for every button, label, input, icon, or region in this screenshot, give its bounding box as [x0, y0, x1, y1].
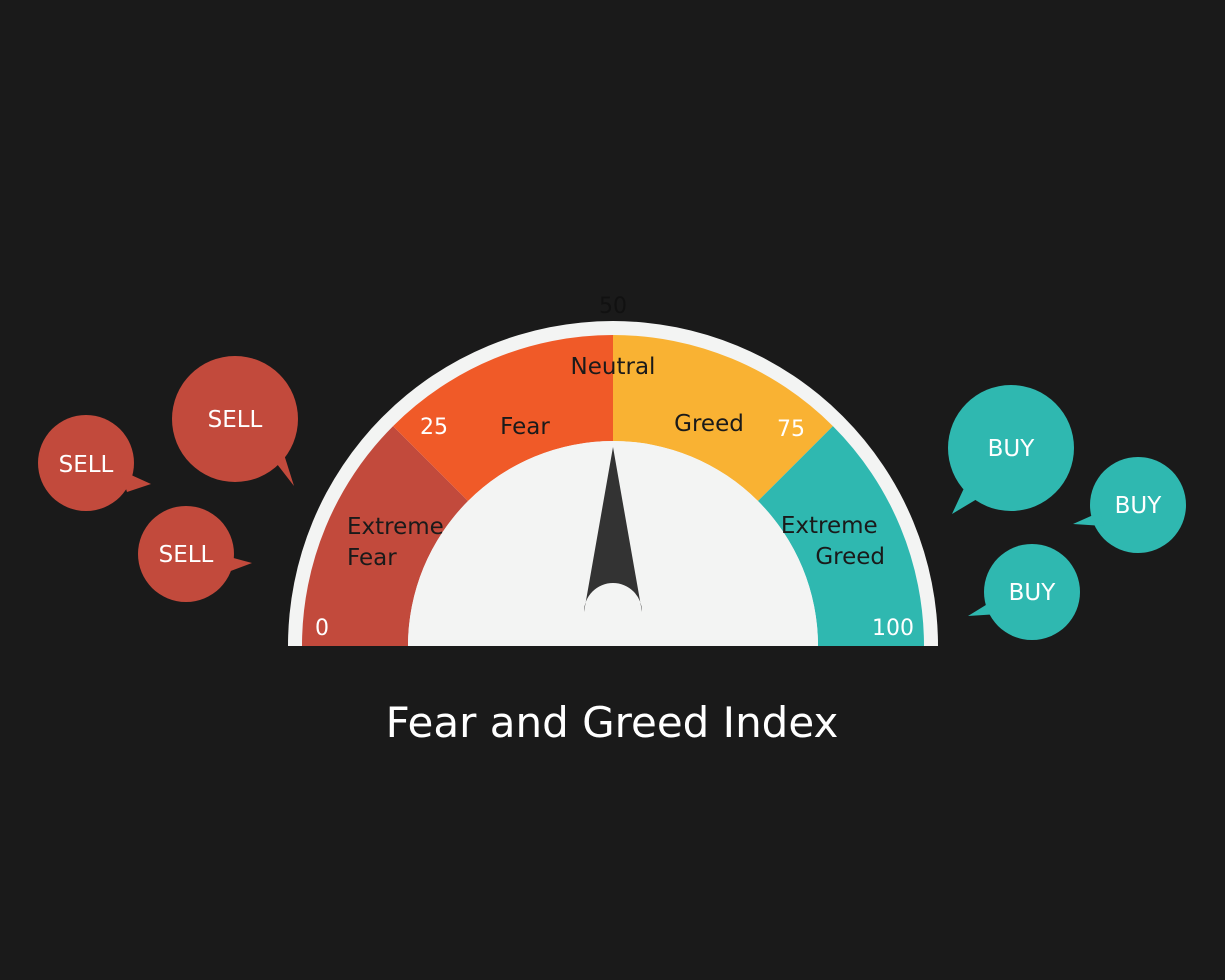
zone-label-greed: Greed	[674, 411, 744, 437]
sell-bubble-label: SELL	[59, 452, 114, 478]
gauge: Extreme Fear Fear Neutral Greed Extreme …	[288, 294, 938, 646]
sell-bubble-label: SELL	[159, 542, 214, 568]
sell-bubble: SELL	[38, 415, 151, 511]
buy-bubble: BUY	[948, 385, 1074, 514]
zone-extreme-greed	[757, 426, 924, 646]
zone-extreme-fear	[302, 426, 469, 646]
buy-bubbles: BUY BUY BUY	[948, 385, 1186, 640]
gauge-needle	[584, 447, 642, 628]
zone-label-neutral: Neutral	[571, 354, 656, 380]
buy-bubble: BUY	[968, 544, 1080, 640]
tick-label-75: 75	[777, 417, 805, 442]
tick-label-25: 25	[420, 415, 448, 440]
buy-bubble-label: BUY	[988, 436, 1036, 462]
buy-bubble: BUY	[1073, 457, 1186, 553]
zone-label-extreme-greed: Extreme Greed	[781, 513, 885, 570]
zone-label-extreme-fear: Extreme Fear	[347, 514, 451, 571]
sell-bubble-label: SELL	[208, 407, 263, 433]
diagram-title: Fear and Greed Index	[386, 698, 839, 747]
tick-label-0: 0	[315, 616, 329, 641]
buy-bubble-label: BUY	[1009, 580, 1057, 606]
sell-bubble: SELL	[172, 356, 298, 486]
sell-bubbles: SELL SELL SELL	[38, 356, 298, 602]
zone-label-fear: Fear	[500, 414, 550, 440]
tick-label-50: 50	[599, 294, 627, 319]
sell-bubble: SELL	[138, 506, 252, 602]
zone-greed	[613, 335, 833, 502]
needle-body	[584, 447, 642, 612]
tick-label-100: 100	[872, 616, 914, 641]
buy-bubble-label: BUY	[1115, 493, 1163, 519]
needle-hub	[597, 596, 629, 628]
zone-fear	[393, 335, 613, 502]
